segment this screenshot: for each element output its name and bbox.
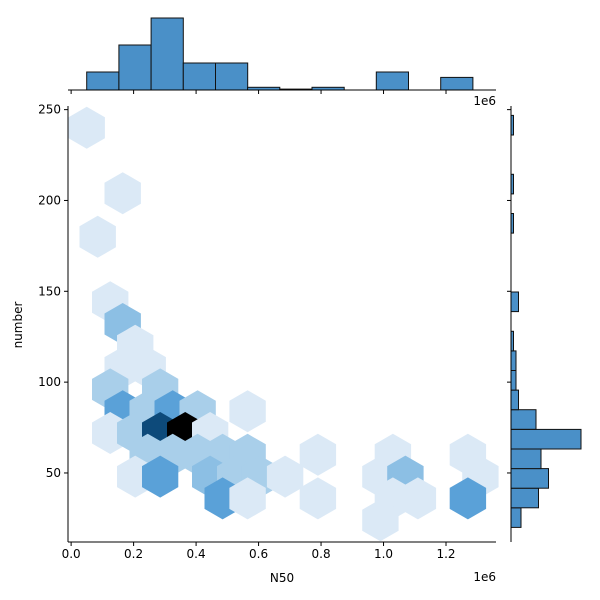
main-axes bbox=[67, 106, 496, 543]
x-axis-label: N50 bbox=[270, 571, 294, 585]
right-hist-bar bbox=[510, 291, 519, 313]
hexbin-cell bbox=[449, 477, 487, 520]
top-hist-bar bbox=[440, 76, 474, 91]
x-tick-label: 0.8 bbox=[312, 547, 331, 561]
right-hist-bar bbox=[510, 350, 517, 371]
right-hist-bar bbox=[510, 389, 519, 411]
x-tick-label: 1.2 bbox=[436, 547, 455, 561]
x-tick-label: 0.6 bbox=[249, 547, 268, 561]
y-axis-label: number bbox=[11, 302, 25, 349]
right-hist-bar bbox=[510, 468, 549, 489]
x-tick-label: 0.2 bbox=[124, 547, 143, 561]
top-hist-bar bbox=[86, 71, 120, 91]
y-tick-label: 200 bbox=[38, 193, 61, 207]
hexbin-cell bbox=[79, 215, 116, 258]
y-tick-label: 150 bbox=[38, 284, 61, 298]
top-hist-bar bbox=[215, 62, 249, 91]
right-hist-bar bbox=[510, 448, 542, 470]
right-hist-bar bbox=[510, 428, 582, 450]
hexbin-cell bbox=[142, 455, 179, 498]
hexbin-cell bbox=[229, 390, 266, 433]
right-hist-bar bbox=[510, 487, 539, 509]
top-axis-offset-label: 1e6 bbox=[473, 94, 496, 108]
hexbin-cell bbox=[362, 499, 399, 542]
hexbin-cell bbox=[299, 433, 337, 476]
top-hist-bar bbox=[118, 44, 152, 91]
x-tick-label: 0.0 bbox=[62, 547, 81, 561]
hexbin-cell bbox=[229, 477, 266, 520]
hexbin-cell bbox=[68, 106, 105, 149]
hexbin-cell bbox=[266, 455, 304, 498]
right-marginal-histogram bbox=[510, 106, 582, 542]
top-marginal-histogram bbox=[68, 17, 496, 91]
top-hist-bar bbox=[182, 62, 217, 91]
y-tick-label: 50 bbox=[46, 466, 61, 480]
right-hist-bar bbox=[510, 507, 522, 528]
hexbin-layer bbox=[68, 106, 499, 542]
hexbin-cell bbox=[399, 477, 437, 520]
right-hist-bar bbox=[510, 409, 537, 430]
tick-layer: 0.0 0.2 0.4 0.6 0.8 1.0 1.2 50 100 150 200 250 bbox=[38, 90, 511, 561]
x-tick-label: 0.4 bbox=[187, 547, 206, 561]
x-axis-offset-label: 1e6 bbox=[473, 570, 496, 584]
x-tick-label: 1.0 bbox=[374, 547, 393, 561]
top-hist-bar bbox=[150, 17, 184, 91]
hexbin-cell bbox=[299, 477, 337, 520]
y-tick-label: 250 bbox=[38, 103, 61, 117]
y-tick-label: 100 bbox=[38, 375, 61, 389]
top-hist-bar bbox=[375, 71, 409, 91]
hexbin-cell bbox=[104, 172, 141, 215]
right-hist-bar bbox=[510, 370, 517, 391]
